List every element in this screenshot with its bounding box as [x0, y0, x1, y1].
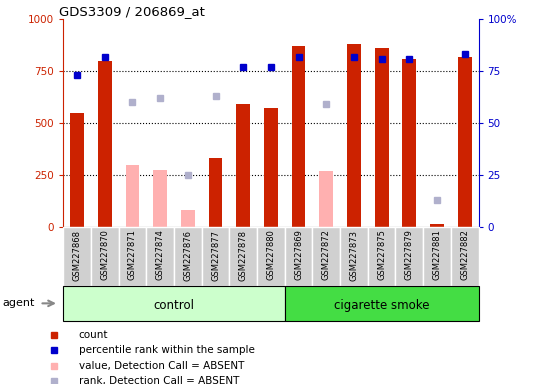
Bar: [368, 227, 395, 286]
Bar: [202, 227, 229, 286]
Bar: [395, 227, 423, 286]
Bar: [458, 56, 471, 227]
Bar: [174, 227, 202, 286]
Text: GSM227879: GSM227879: [405, 230, 414, 280]
Bar: [264, 108, 278, 227]
Text: percentile rank within the sample: percentile rank within the sample: [79, 345, 255, 355]
Bar: [91, 227, 119, 286]
Bar: [423, 227, 451, 286]
Bar: [347, 44, 361, 227]
Bar: [208, 158, 222, 227]
Text: GSM227868: GSM227868: [73, 230, 81, 281]
Text: GSM227881: GSM227881: [432, 230, 442, 280]
Text: agent: agent: [3, 298, 35, 308]
Bar: [430, 225, 444, 227]
Bar: [236, 104, 250, 227]
Bar: [63, 227, 91, 286]
Bar: [292, 46, 305, 227]
Text: GSM227872: GSM227872: [322, 230, 331, 280]
Bar: [153, 170, 167, 227]
Text: GSM227877: GSM227877: [211, 230, 220, 281]
Bar: [119, 227, 146, 286]
Text: GSM227880: GSM227880: [266, 230, 276, 280]
Bar: [340, 227, 368, 286]
Bar: [98, 61, 112, 227]
Bar: [285, 286, 478, 321]
Text: rank, Detection Call = ABSENT: rank, Detection Call = ABSENT: [79, 376, 239, 384]
Bar: [70, 113, 84, 227]
Text: GSM227873: GSM227873: [349, 230, 359, 281]
Bar: [375, 48, 388, 227]
Text: GSM227874: GSM227874: [156, 230, 164, 280]
Text: control: control: [153, 299, 195, 311]
Text: GSM227871: GSM227871: [128, 230, 137, 280]
Bar: [320, 170, 333, 227]
Bar: [403, 59, 416, 227]
Text: GSM227878: GSM227878: [239, 230, 248, 281]
Bar: [285, 227, 312, 286]
Text: cigarette smoke: cigarette smoke: [334, 299, 430, 311]
Text: GDS3309 / 206869_at: GDS3309 / 206869_at: [59, 5, 205, 18]
Text: GSM227870: GSM227870: [100, 230, 109, 280]
Text: GSM227875: GSM227875: [377, 230, 386, 280]
Text: count: count: [79, 330, 108, 340]
Bar: [229, 227, 257, 286]
Bar: [257, 227, 285, 286]
Text: GSM227869: GSM227869: [294, 230, 303, 280]
Bar: [146, 227, 174, 286]
Text: GSM227876: GSM227876: [183, 230, 192, 281]
Text: GSM227882: GSM227882: [460, 230, 469, 280]
Bar: [181, 210, 195, 227]
Bar: [312, 227, 340, 286]
Bar: [125, 166, 139, 227]
Text: value, Detection Call = ABSENT: value, Detection Call = ABSENT: [79, 361, 244, 371]
Bar: [63, 286, 285, 321]
Bar: [451, 227, 478, 286]
